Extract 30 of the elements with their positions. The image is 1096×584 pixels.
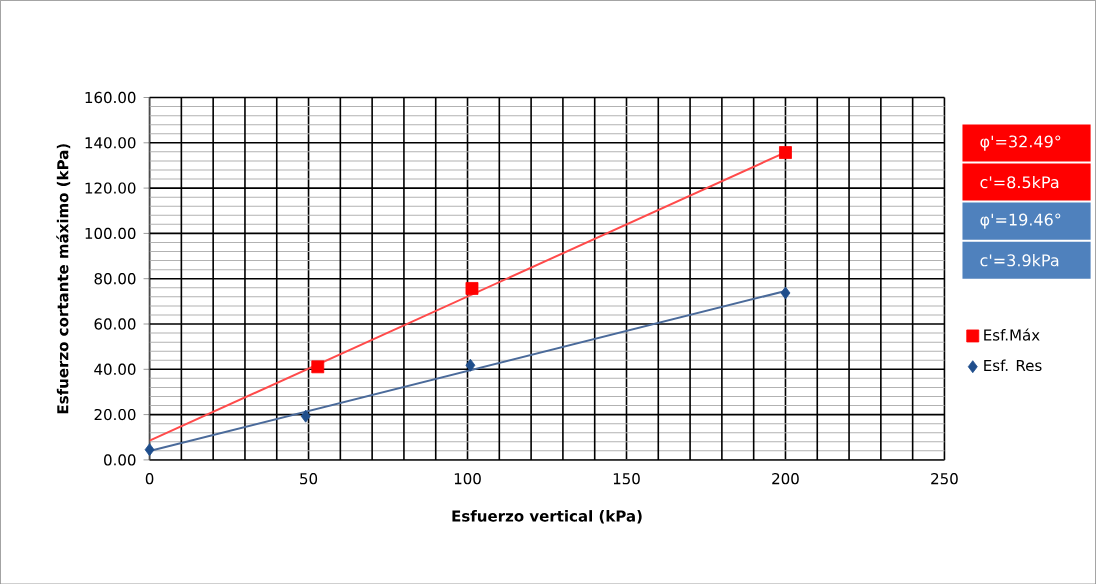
point xyxy=(465,281,479,295)
point xyxy=(780,286,791,300)
text: c'=3.9kPa xyxy=(980,253,1059,267)
x-tick-label: 50 xyxy=(300,472,318,485)
point xyxy=(779,145,792,159)
y-tick-label: 60.00 xyxy=(94,318,136,330)
y-tick-label: 160.00 xyxy=(85,91,136,103)
x-tick-label: 200 xyxy=(772,472,799,485)
y-tick-label: 100.00 xyxy=(85,227,136,239)
x-tick-label: 0 xyxy=(145,472,154,485)
x-tick-label: 100 xyxy=(454,472,481,485)
y-tick-label: 20.00 xyxy=(94,408,136,421)
x-tick-label: 150 xyxy=(613,472,640,485)
x-axis-title: Esfuerzo vertical (kPa) xyxy=(452,509,642,524)
y-tick-label: 140.00 xyxy=(85,136,136,149)
point xyxy=(144,443,155,456)
point xyxy=(300,409,311,423)
x-tick-label: 250 xyxy=(931,472,958,485)
y-tick-label: 40.00 xyxy=(94,363,136,375)
point xyxy=(465,358,476,372)
y-tick-label: 120.00 xyxy=(85,182,136,194)
text: φ'=32.49° xyxy=(980,135,1061,151)
y-axis-title: Esfuerzo cortante máximo (kPa) xyxy=(56,143,71,413)
y-tick-label: 0.00 xyxy=(104,454,136,466)
legend-label: Esf.Máx xyxy=(984,328,1040,341)
text: φ'=19.46° xyxy=(980,213,1061,229)
text: c'=8.5kPa xyxy=(980,175,1059,189)
legend-label: Esf. Res xyxy=(984,359,1042,371)
point xyxy=(311,360,325,373)
y-tick-label: 80.00 xyxy=(94,272,136,285)
